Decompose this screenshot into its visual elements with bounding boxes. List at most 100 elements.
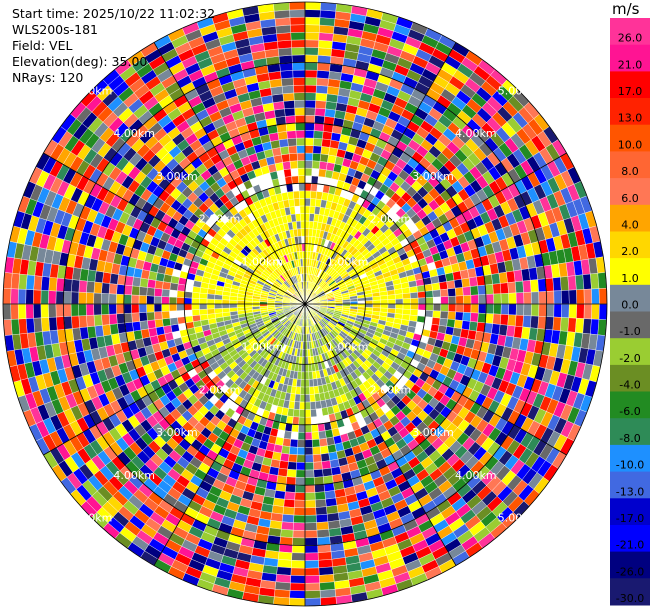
ray-gate	[177, 316, 186, 325]
ray-gate	[312, 446, 321, 455]
ray-gate	[455, 303, 464, 313]
ray-gate	[229, 303, 238, 309]
ray-gate	[304, 77, 318, 86]
ray-gate	[304, 462, 314, 471]
ray-gate	[304, 16, 321, 26]
ray-gate	[304, 100, 316, 109]
ray-gate	[317, 544, 332, 553]
ray-gate	[424, 290, 434, 298]
ray-gate	[33, 317, 43, 333]
ray-gate	[184, 297, 193, 305]
ray-gate	[277, 131, 288, 141]
range-ring-label: 3.00km	[156, 170, 198, 183]
ray-gate	[93, 292, 102, 305]
ray-gate	[146, 303, 155, 313]
ray-gate	[417, 297, 426, 305]
ray-gate	[123, 284, 133, 296]
ray-gate	[70, 291, 79, 305]
colorbar: 26.021.017.013.010.08.06.04.02.01.00.0-1…	[610, 18, 650, 606]
ray-gate	[281, 514, 295, 523]
ray-gate	[206, 308, 216, 315]
ray-gate	[221, 307, 231, 313]
ray-gate	[365, 303, 374, 308]
ray-gate	[304, 62, 318, 71]
ray-gate	[304, 235, 309, 244]
ray-gate	[470, 303, 479, 314]
colorbar-tick-label: -13.0	[616, 485, 644, 498]
ray-gate	[312, 145, 322, 154]
ray-gate	[304, 167, 313, 176]
ray-gate	[287, 191, 295, 200]
ray-gate	[296, 228, 302, 237]
ray-gate	[304, 47, 319, 56]
ray-gate	[440, 296, 449, 305]
ray-gate	[372, 303, 381, 309]
ray-gate	[311, 168, 320, 177]
ray-gate	[146, 287, 155, 297]
ray-gate	[214, 308, 223, 314]
ray-gate	[507, 281, 517, 294]
ray-gate	[78, 291, 87, 305]
ray-gate	[304, 522, 318, 531]
ray-gate	[184, 291, 193, 299]
ray-gate	[293, 198, 301, 207]
ray-gate	[116, 293, 125, 305]
ray-gate	[289, 1, 306, 11]
ray-gate	[289, 206, 296, 215]
ray-gate	[284, 491, 296, 501]
ray-gate	[545, 277, 554, 292]
ray-gate	[313, 469, 324, 478]
ray-gate	[395, 298, 404, 305]
ray-gate	[317, 536, 331, 546]
ray-gate	[101, 282, 110, 294]
ray-gate	[304, 454, 314, 463]
ray-gate	[229, 299, 238, 305]
ray-gate	[567, 317, 577, 333]
ray-gate	[304, 145, 314, 154]
ray-gate	[304, 115, 316, 124]
ray-gate	[448, 295, 457, 305]
ray-gate	[491, 273, 501, 285]
ray-gate	[139, 277, 149, 288]
ray-gate	[299, 205, 306, 214]
ray-gate	[291, 552, 306, 561]
ray-gate	[298, 409, 306, 418]
ray-gate	[291, 39, 306, 48]
ray-gate	[138, 295, 147, 305]
range-ring-label: 4.00km	[455, 469, 497, 482]
ray-gate	[289, 9, 306, 18]
ray-gate	[530, 315, 539, 329]
ray-gate	[229, 307, 238, 313]
ray-gate	[322, 467, 333, 477]
ray-gate	[274, 17, 291, 27]
ray-gate	[318, 39, 333, 49]
ray-gate	[304, 469, 315, 478]
ray-gate	[432, 289, 441, 298]
ray-gate	[10, 303, 19, 320]
ray-gate	[318, 32, 334, 42]
ray-gate	[567, 275, 577, 291]
ray-gate	[295, 122, 306, 131]
ray-gate	[313, 461, 323, 471]
ray-gate	[278, 138, 289, 148]
ray-gate	[184, 309, 193, 317]
ray-gate	[553, 290, 562, 305]
ray-gate	[304, 545, 319, 554]
ray-gate	[283, 430, 292, 440]
ray-gate	[25, 318, 35, 334]
ray-gate	[296, 145, 306, 154]
ray-gate	[316, 70, 330, 79]
ray-gate	[25, 289, 34, 305]
range-ring-label: 4.00km	[455, 127, 497, 140]
ray-gate	[537, 278, 547, 292]
ray-gate	[282, 92, 295, 102]
ray-gate	[492, 283, 502, 295]
ray-gate	[280, 529, 294, 538]
ray-gate	[304, 499, 316, 509]
ray-gate	[56, 316, 65, 331]
ray-gate	[214, 299, 223, 305]
ray-gate	[357, 297, 366, 302]
ray-gate	[116, 313, 125, 324]
ray-gate	[583, 288, 593, 305]
ray-gate	[463, 303, 472, 313]
